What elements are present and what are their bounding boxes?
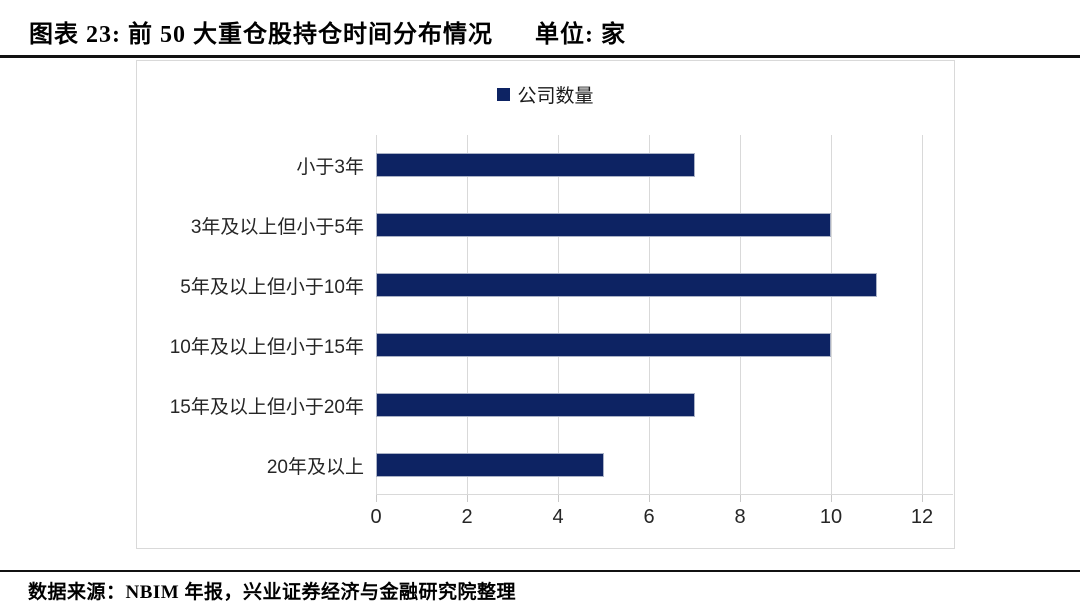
axis-tick: [831, 495, 832, 502]
bar: [376, 333, 831, 357]
gridline: [740, 135, 741, 495]
category-label: 5年及以上但小于10年: [180, 276, 364, 298]
category-axis: 小于3年 3年及以上但小于5年 5年及以上但小于10年 10年及以上但小于15年 15年…: [137, 135, 364, 495]
x-axis-label: 12: [910, 506, 934, 528]
gridline: [467, 135, 468, 495]
category-label: 20年及以上: [266, 456, 364, 478]
axis-tick: [376, 495, 377, 502]
title-divider: [0, 55, 1080, 58]
legend: 公司数量: [137, 81, 954, 108]
bar: [376, 213, 831, 237]
bar: [376, 273, 877, 297]
bar: [376, 153, 695, 177]
figure-unit-label: 单位: 家: [535, 22, 626, 48]
category-label: 15年及以上但小于20年: [169, 396, 364, 418]
value-axis: 0 2 4 6 8 10 12: [370, 506, 953, 532]
x-axis-label: 4: [552, 506, 564, 528]
gridline: [922, 135, 923, 495]
footer-divider: [0, 570, 1080, 572]
x-axis-label: 8: [734, 506, 746, 528]
source-note: 数据来源：NBIM 年报，兴业证券经济与金融研究院整理: [28, 582, 516, 603]
bar: [376, 453, 604, 477]
gridline: [558, 135, 559, 495]
category-label: 小于3年: [296, 156, 364, 178]
gridline: [831, 135, 832, 495]
plot-area: [376, 135, 953, 502]
axis-tick: [558, 495, 559, 502]
figure-title-row: 图表 23: 前 50 大重仓股持仓时间分布情况 单位: 家: [29, 14, 1059, 49]
axis-tick: [740, 495, 741, 502]
figure-title: 图表 23: 前 50 大重仓股持仓时间分布情况: [29, 22, 493, 48]
gridline: [649, 135, 650, 495]
x-axis-label: 6: [643, 506, 655, 528]
legend-label: 公司数量: [517, 86, 594, 107]
category-label: 10年及以上但小于15年: [169, 336, 364, 358]
chart-area: 公司数量 小于3年 3年及以上但小于5年 5年及以上但小于10年 10年及以上但小于1…: [136, 60, 955, 549]
axis-tick: [467, 495, 468, 502]
x-axis-label: 0: [370, 506, 382, 528]
category-label: 3年及以上但小于5年: [190, 216, 364, 238]
x-axis-label: 2: [461, 506, 473, 528]
x-axis-label: 10: [819, 506, 843, 528]
axis-tick: [922, 495, 923, 502]
bar: [376, 393, 695, 417]
axis-tick: [649, 495, 650, 502]
gridline: [376, 135, 377, 495]
legend-marker-icon: [497, 88, 511, 101]
